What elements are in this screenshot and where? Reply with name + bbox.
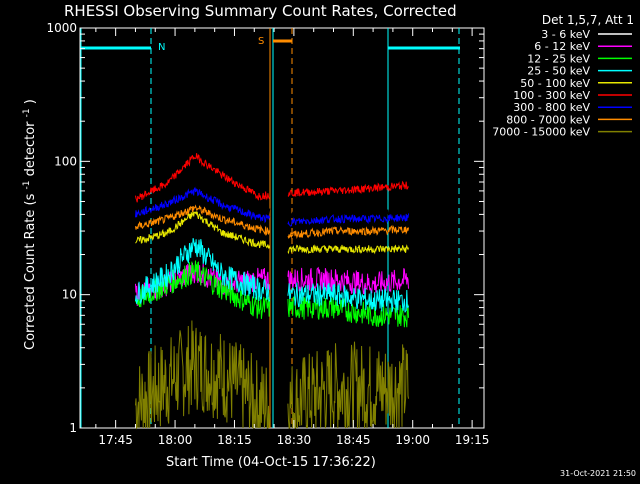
plot-border <box>79 27 485 429</box>
x-tick-label-1: 18:00 <box>158 433 193 447</box>
chart-title: RHESSI Observing Summary Count Rates, Co… <box>64 2 457 20</box>
y-axis-label-sup2: -1 <box>22 108 32 117</box>
x-tick-label-5: 19:00 <box>395 433 430 447</box>
y-tick-label-0: 1 <box>69 421 77 435</box>
x-tick-label-4: 18:45 <box>336 433 371 447</box>
legend-label-4: 50 - 100 keV <box>520 77 590 90</box>
y-tick-label-1: 10 <box>62 288 77 302</box>
legend-label-7: 800 - 7000 keV <box>506 113 590 126</box>
y-axis-label-sup1: -1 <box>22 181 32 190</box>
series-12-25kev <box>135 260 409 328</box>
legend-label-3: 25 - 50 keV <box>527 65 590 78</box>
legend-label-1: 6 - 12 keV <box>534 40 590 53</box>
series-100-300kev <box>135 153 409 203</box>
y-axis-label-mid: detector <box>23 121 38 177</box>
series-300-800kev <box>135 186 409 227</box>
x-tick-label-6: 19:15 <box>455 433 490 447</box>
legend-label-2: 12 - 25 keV <box>527 52 590 65</box>
series-7000-15000kev <box>135 320 409 430</box>
plot-frame <box>79 27 485 429</box>
x-tick-label-0: 17:45 <box>98 433 133 447</box>
x-tick-label-3: 18:30 <box>277 433 312 447</box>
night-label: N <box>158 42 165 53</box>
legend-label-5: 100 - 300 keV <box>513 89 590 102</box>
y-axis-label: Corrected Count Rate (s -1 detector -1 ) <box>22 99 38 350</box>
footer-date: 31-Oct-2021 21:50 <box>560 469 636 478</box>
series-25-50kev <box>135 237 409 313</box>
legend-label-0: 3 - 6 keV <box>541 28 590 41</box>
y-tick-label-2: 100 <box>54 154 77 168</box>
axes: 17:45 18:00 18:15 18:30 18:45 19:00 19:15 1 10 10… <box>46 21 489 447</box>
series-layer <box>135 153 409 430</box>
legend-label-8: 7000 - 15000 keV <box>492 126 590 139</box>
legend-label-6: 300 - 800 keV <box>513 101 590 114</box>
series-50-100kev <box>135 210 409 255</box>
y-tick-label-3: 1000 <box>46 21 77 35</box>
y-axis-label-main: Corrected Count Rate (s <box>23 193 38 350</box>
x-axis-label: Start Time (04-Oct-15 17:36:22) <box>166 455 376 470</box>
y-axis-label-end: ) <box>23 99 38 104</box>
series-800-7000kev <box>135 204 409 240</box>
x-tick-label-2: 18:15 <box>217 433 252 447</box>
legend-title: Det 1,5,7, Att 1 <box>542 13 634 27</box>
saa-label: S <box>258 36 264 47</box>
